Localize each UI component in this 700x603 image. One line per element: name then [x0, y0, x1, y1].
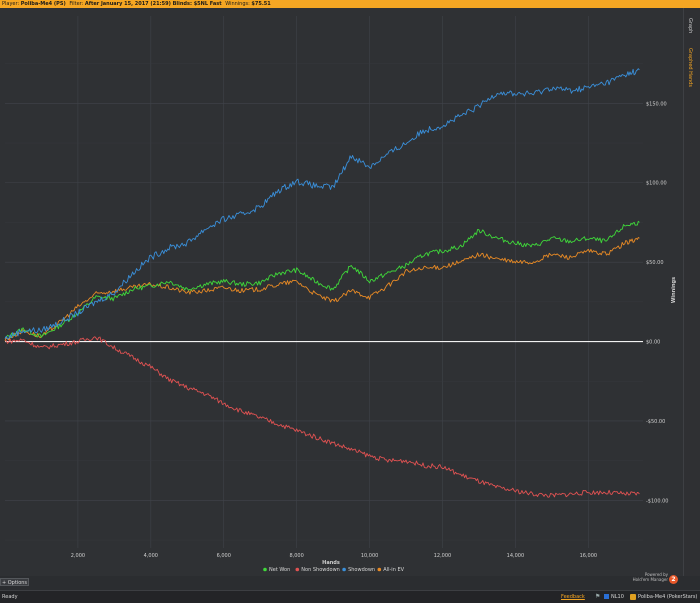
x-axis-label: Hands: [322, 560, 340, 566]
x-tick-label: 12,000: [434, 553, 452, 559]
filter-value: After January 15, 2017 (21:59) Blinds: $…: [84, 1, 222, 7]
series-line-all-in-ev: [4, 237, 640, 341]
y-tick-label: -$100.00: [646, 498, 668, 504]
player-label: Player:: [2, 1, 20, 7]
options-button[interactable]: + Options: [0, 578, 29, 586]
legend-marker: [295, 567, 300, 572]
y-tick-label: $150.00: [646, 101, 667, 107]
active-player-label: Poliba-Me4 (PokerStars): [638, 594, 698, 600]
top-info-bar: Player: Poliba-Me4 (PS) Filter: After Ja…: [0, 0, 700, 8]
legend-label: Non Showdown: [301, 567, 340, 573]
x-axis-ticks: 2,000 4,000 6,000 8,000 10,000 12,000 14,000 16…: [71, 553, 597, 559]
feedback-link[interactable]: Feedback: [561, 594, 585, 600]
x-tick-label: 2,000: [71, 553, 85, 559]
legend-label: Showdown: [348, 567, 375, 573]
site-label: NL10: [611, 594, 624, 600]
series-line-non-showdown: [4, 336, 640, 498]
side-tab-bar: Graph Graphed Hands: [683, 8, 700, 576]
legend-label: Net Won: [269, 567, 290, 573]
filter-label: Filter:: [69, 1, 84, 7]
x-tick-label: 10,000: [361, 553, 379, 559]
y-tick-label: -$50.00: [646, 419, 665, 425]
active-player[interactable]: Poliba-Me4 (PokerStars): [630, 591, 697, 603]
x-tick-label: 14,000: [507, 553, 525, 559]
legend-marker: [342, 567, 346, 572]
chart-grid: [5, 16, 643, 548]
series-line-net-won: [5, 220, 640, 338]
player-value: Poliba-Me4 (PS): [20, 1, 66, 7]
legend-marker: [263, 567, 267, 572]
winnings-label: Winnings:: [225, 1, 250, 7]
winnings-graph: $150.00 $100.00 $50.00 $0.00 -$50.00 -$100.00…: [4, 16, 677, 573]
status-bar: Ready Feedback ⚑ NL10 Poliba-Me4 (PokerS…: [0, 590, 700, 603]
player-icon: [630, 593, 636, 600]
y-axis-label: Winnings: [671, 277, 677, 303]
series-line-showdown: [4, 68, 640, 340]
tab-graph[interactable]: Graph: [687, 18, 693, 34]
x-tick-label: 16,000: [580, 553, 598, 559]
legend-label: All-in EV: [383, 567, 404, 573]
site-indicator: NL10: [604, 591, 624, 603]
chart-legend: Net Won Non Showdown Showdown All-in EV: [263, 567, 405, 573]
chart-series: [4, 68, 640, 498]
site-icon: [604, 594, 609, 599]
x-tick-label: 4,000: [144, 553, 158, 559]
holdem-manager-logo-icon: 2: [669, 575, 678, 584]
winnings-value: $75.51: [251, 1, 271, 7]
y-tick-label: $50.00: [646, 260, 664, 266]
tab-graphed-hands[interactable]: Graphed Hands: [687, 48, 693, 87]
chart-area: $150.00 $100.00 $50.00 $0.00 -$50.00 -$100.00…: [0, 8, 683, 576]
status-ready: Ready: [2, 594, 18, 600]
powered-by-line1: Powered by: [644, 572, 668, 577]
powered-by: Powered by Hold'em Manager: [618, 572, 668, 582]
powered-by-line2: Hold'em Manager: [632, 577, 668, 582]
flag-icon: ⚑: [595, 593, 601, 600]
legend-marker: [377, 567, 382, 572]
y-axis-ticks: $150.00 $100.00 $50.00 $0.00 -$50.00 -$100.00: [646, 101, 668, 504]
y-tick-label: $100.00: [646, 181, 667, 187]
x-tick-label: 6,000: [217, 553, 231, 559]
options-button-label: + Options: [1, 580, 28, 586]
x-tick-label: 8,000: [289, 553, 303, 559]
y-tick-label: $0.00: [646, 340, 660, 346]
